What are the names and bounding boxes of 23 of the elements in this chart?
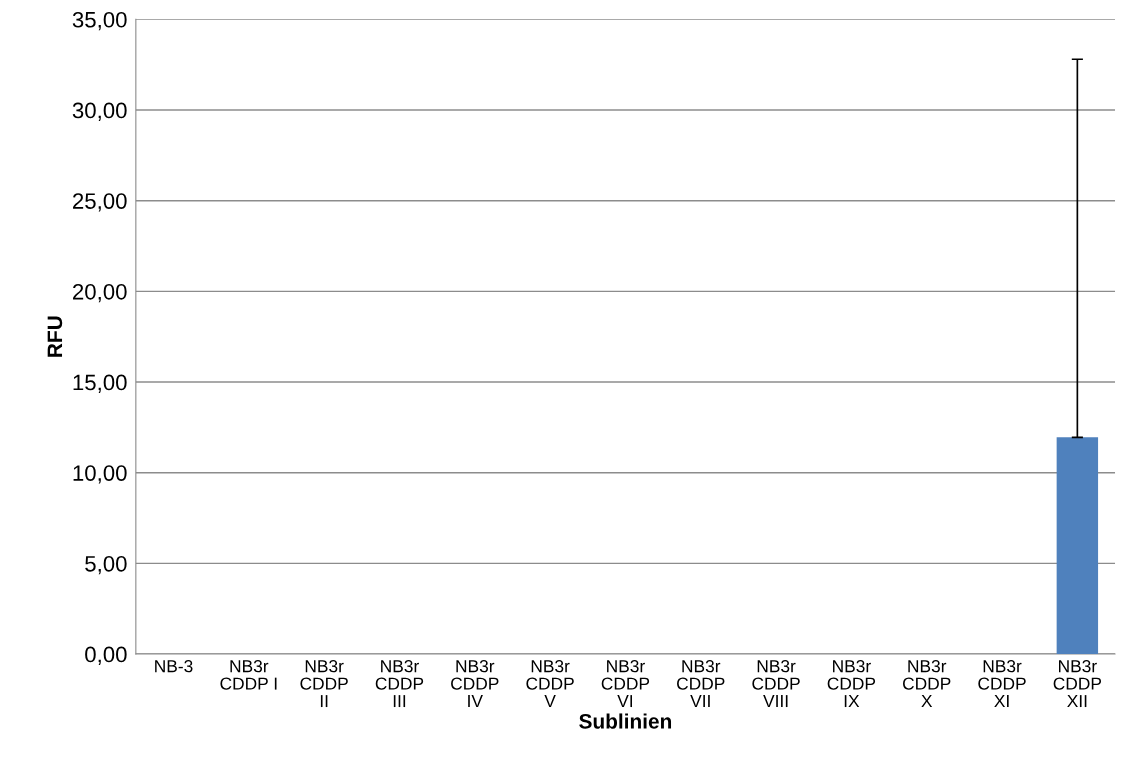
y-tick-label: 15,00 xyxy=(73,374,127,393)
x-tick-label: NB3r CDDP V xyxy=(526,660,574,708)
x-tick-label: NB3r CDDP VI xyxy=(601,660,650,708)
y-tick-label: 10,00 xyxy=(73,465,127,484)
x-tick-label: NB3r CDDP IV xyxy=(451,660,499,708)
x-axis-title: Sublinien xyxy=(579,713,672,729)
y-axis-title: RFU xyxy=(47,316,63,357)
x-tick-label: NB3r CDDP X xyxy=(903,660,951,708)
x-tick-label: NB3r CDDP IX xyxy=(827,660,876,708)
y-tick-label: 35,00 xyxy=(72,11,127,31)
x-tick-label: NB3r CDDP I xyxy=(220,660,277,690)
x-tick-label: NB3r CDDP III xyxy=(375,660,424,708)
x-tick-label: NB3r CDDP XII xyxy=(1053,660,1102,708)
y-tick-label: 5,00 xyxy=(85,555,127,575)
x-tick-label: NB-3 xyxy=(155,660,193,673)
y-tick-label: 30,00 xyxy=(72,102,127,121)
x-tick-label: NB3r CDDP II xyxy=(300,660,348,708)
x-tick-label: NB3r CDDP XI xyxy=(978,660,1026,708)
y-tick-label: 20,00 xyxy=(73,283,127,303)
y-tick-label: 0,00 xyxy=(85,646,127,665)
x-tick-label: NB3r CDDP VII xyxy=(677,660,725,708)
y-tick-label: 25,00 xyxy=(73,193,127,212)
x-tick-label: NB3r CDDP VIII xyxy=(752,660,800,708)
